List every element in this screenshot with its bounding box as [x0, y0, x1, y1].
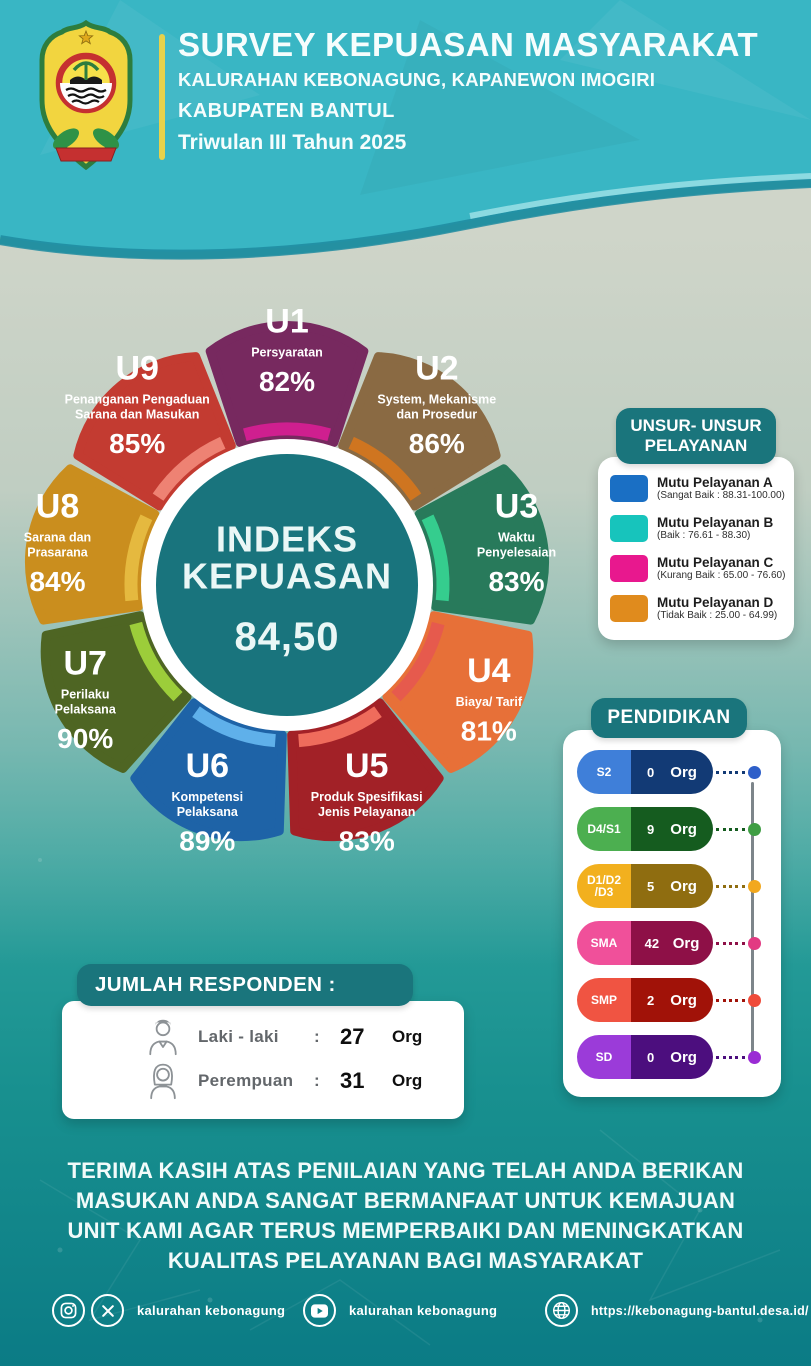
footer-handle-2: kalurahan kebonagung — [349, 1303, 498, 1318]
dotted-connector — [716, 1055, 745, 1059]
male-icon — [149, 1019, 177, 1056]
pendidikan-panel: PENDIDIKAN S2 0 Org D4/S1 9 Org D1/D2/D3 5 Org SM… — [563, 698, 781, 1097]
responden-panel-title: JUMLAH RESPONDEN : — [77, 964, 413, 1006]
legend-label: Mutu Pelayanan D — [657, 595, 774, 610]
legend-label: Mutu Pelayanan C — [657, 555, 774, 570]
dotted-connector — [716, 884, 745, 888]
pendidikan-row-d4s1: D4/S1 9 Org — [577, 807, 761, 851]
pendidikan-node-dot — [748, 936, 761, 950]
legend-range: (Baik : 76.61 - 88.30) — [657, 530, 751, 541]
unsur-panel-card: Mutu Pelayanan A (Sangat Baik : 88.31-100… — [598, 457, 794, 640]
dotted-connector — [716, 827, 745, 831]
legend-label: Mutu Pelayanan A — [657, 475, 773, 490]
pendidikan-pill: D4/S1 9 Org — [577, 807, 713, 851]
globe-icon — [545, 1294, 578, 1327]
legend-item: Mutu Pelayanan C (Kurang Baik : 65.00 - 7… — [610, 555, 786, 582]
responden-row-female: Perempuan : 31 Org — [84, 1061, 442, 1101]
header: SURVEY KEPUASAN MASYARAKAT KALURAHAN KEB… — [178, 26, 800, 155]
pendidikan-count: 9 — [647, 821, 655, 837]
pendidikan-count: 0 — [647, 1049, 655, 1065]
page-title: SURVEY KEPUASAN MASYARAKAT — [178, 26, 759, 63]
header-subtitle-village: KALURAHAN KEBONAGUNG, KAPANEWON IMOGIRI — [178, 69, 656, 90]
dotted-connector — [716, 998, 745, 1002]
pendidikan-count: 42 — [644, 935, 660, 951]
legend-range: (Sangat Baik : 88.31-100.00) — [657, 490, 785, 501]
pendidikan-pill: S2 0 Org — [577, 750, 713, 794]
instagram-icon — [52, 1294, 85, 1327]
legend-label: Mutu Pelayanan B — [657, 515, 774, 530]
pendidikan-row-sma: SMA 42 Org — [577, 921, 761, 965]
pendidikan-node-dot — [748, 765, 761, 779]
footer-social-youtube: kalurahan kebonagung — [303, 1294, 497, 1327]
pendidikan-count: 0 — [647, 764, 655, 780]
legend-color-swatch — [610, 515, 648, 542]
legend-range: (Tidak Baik : 25.00 - 64.99) — [657, 610, 778, 621]
header-subtitle-regency: KABUPATEN BANTUL — [178, 100, 395, 122]
dotted-connector — [716, 770, 745, 774]
header-subtitle-period: Triwulan III Tahun 2025 — [178, 131, 407, 154]
x-twitter-icon — [91, 1294, 124, 1327]
unsur-pelayanan-panel: UNSUR- UNSUR PELAYANAN Mutu Pelayanan A(… — [598, 408, 794, 640]
unsur-panel-title: UNSUR- UNSUR PELAYANAN — [616, 408, 776, 464]
pendidikan-pill: SMA 42 Org — [577, 921, 713, 965]
bantul-regency-emblem-logo — [39, 20, 133, 171]
youtube-icon — [303, 1294, 336, 1327]
male-label: Laki - laki — [198, 1027, 279, 1046]
pendidikan-node-dot — [748, 822, 761, 836]
pendidikan-count: 5 — [647, 878, 655, 894]
legend-range: (Kurang Baik : 65.00 - 76.60) — [657, 570, 786, 581]
footer-website-url: https://kebonagung-bantul.desa.id/ — [591, 1303, 809, 1318]
legend-item: Mutu Pelayanan D (Tidak Baik : 25.00 - 64… — [610, 595, 786, 622]
connector-line — [751, 782, 754, 1055]
pendidikan-node-dot — [748, 1050, 761, 1064]
female-icon — [150, 1063, 176, 1100]
responden-panel-card: Laki - laki : 27 Org Perempuan : 31 Org — [62, 1001, 464, 1119]
legend-item: Mutu Pelayanan A (Sangat Baik : 88.31-100… — [610, 475, 786, 502]
female-count: 31 — [340, 1068, 365, 1093]
legend-color-swatch — [610, 595, 648, 622]
pendidikan-node-dot — [748, 993, 761, 1007]
pendidikan-count: 2 — [647, 992, 655, 1008]
responden-row-male: Laki - laki : 27 Org — [84, 1017, 442, 1057]
pendidikan-panel-title: PENDIDIKAN — [591, 698, 747, 738]
female-label: Perempuan — [198, 1071, 294, 1090]
pendidikan-row-d1d2d3: D1/D2/D3 5 Org — [577, 864, 761, 908]
pendidikan-pill: SD 0 Org — [577, 1035, 713, 1079]
pendidikan-row-smp: SMP 2 Org — [577, 978, 761, 1022]
pendidikan-node-dot — [748, 879, 761, 893]
dotted-connector — [716, 941, 745, 945]
pendidikan-row-s2: S2 0 Org — [577, 750, 761, 794]
jumlah-responden-panel: JUMLAH RESPONDEN : Laki - laki : 27 Org — [62, 964, 464, 1119]
gold-divider-bar — [159, 34, 165, 160]
male-count: 27 — [340, 1024, 365, 1049]
legend-item: Mutu Pelayanan B (Baik : 76.61 - 88.30) — [610, 515, 786, 542]
pendidikan-pill: SMP 2 Org — [577, 978, 713, 1022]
legend-color-swatch — [610, 555, 648, 582]
thank-you-message: TERIMA KASIH ATAS PENILAIAN YANG TELAH A… — [67, 1158, 744, 1273]
pendidikan-panel-card: S2 0 Org D4/S1 9 Org D1/D2/D3 5 Org SMA 42 Org SMP 2 O… — [563, 730, 781, 1097]
footer-handle-1: kalurahan kebonagung — [137, 1303, 286, 1318]
pendidikan-row-sd: SD 0 Org — [577, 1035, 761, 1079]
footer-website: https://kebonagung-bantul.desa.id/ — [545, 1294, 809, 1327]
pendidikan-pill: D1/D2/D3 5 Org — [577, 864, 713, 908]
legend-color-swatch — [610, 475, 648, 502]
footer-social-instagram-x: kalurahan kebonagung — [52, 1294, 285, 1327]
